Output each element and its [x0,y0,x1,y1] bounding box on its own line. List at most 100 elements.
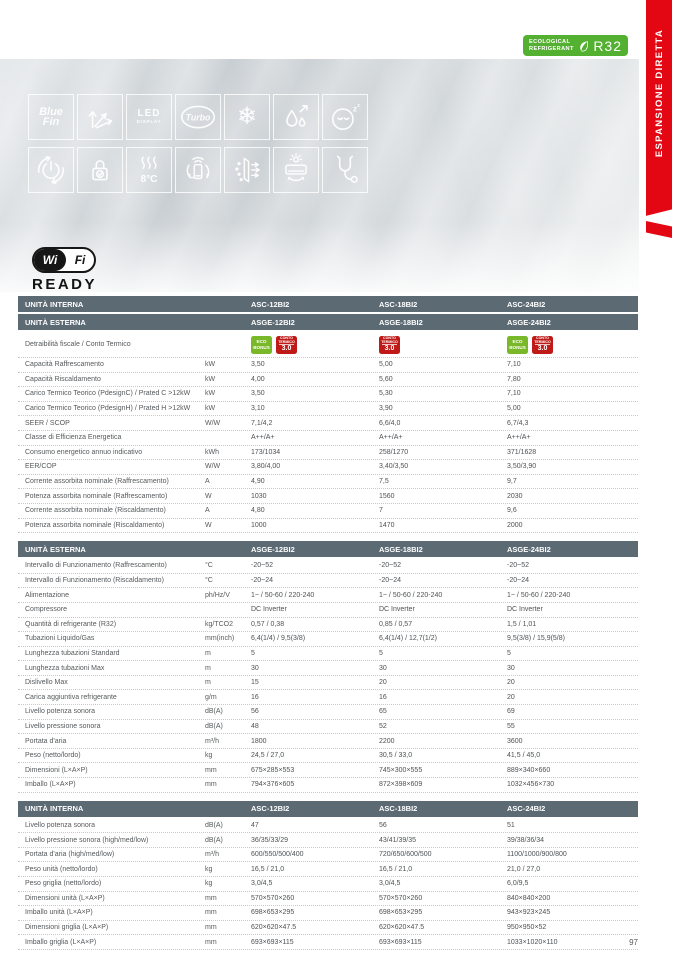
row-label: Carico Termico Teorico (PdesignH) / Prat… [25,405,191,413]
row-value: 950×950×52 [507,924,547,932]
table-row: Detraibilità fiscale / Conto Termico ECO B… [18,332,638,358]
dehumidify-icon [273,94,319,140]
section-title: UNITÀ INTERNA [25,299,84,309]
row-value: A++/A+ [379,434,403,442]
turbo-icon: Turbo [175,94,221,140]
row-label: Peso griglia (netto/lordo) [25,880,102,888]
badge-cell: ECO BONUS CONTO TERMICO 3.0 [251,332,379,357]
child-lock-icon [77,147,123,193]
wifi-pill: Wi Fi [32,247,96,273]
table-row: Imballo unità (L×A×P) mm 698×653×295 698×65… [18,906,638,921]
model-name: ASC-18BI2 [379,299,418,309]
row-unit: m³/h [205,851,219,859]
row-value: 745×300×555 [379,766,423,774]
table-row: Livello potenza sonora dB(A) 47 56 51 [18,819,638,834]
row-unit: m [205,664,211,672]
row-unit: mm [205,781,217,789]
row-value: 15 [251,679,259,687]
row-value: 20 [507,679,515,687]
row-value: 47 [251,821,259,829]
model-name: ASC-12BI2 [251,299,290,309]
table-row: Intervallo di Funzionamento (Raffrescame… [18,559,638,574]
row-unit: kW [205,405,216,413]
row-value: 889×340×660 [507,766,551,774]
row-value: 1~ / 50-60 / 220-240 [251,591,315,599]
row-unit: W [205,492,212,500]
row-value: 570×570×260 [251,894,295,902]
row-value: 5,60 [379,375,393,383]
table-row: Dimensioni unità (L×A×P) mm 570×570×260 570… [18,892,638,907]
row-value: 16,5 / 21,0 [251,865,285,873]
row-unit: g/m [205,693,217,701]
row-value: 3,10 [251,405,265,413]
row-value: 600/550/500/400 [251,851,304,859]
row-value: 20 [379,679,387,687]
row-value: 3,0/4,5 [251,880,273,888]
row-value: 51 [507,821,515,829]
air-purification-icon [224,147,270,193]
row-value: 173/1034 [251,448,281,456]
row-value: 4,80 [251,507,265,515]
row-label: Imballo griglia (L×A×P) [25,938,97,946]
row-label: Dislivello Max [25,679,68,687]
wifi-ready-logo: Wi Fi READY [32,247,97,293]
table-row: Classe di Efficienza Energetica A++/A+ A++… [18,431,638,446]
feature-icon-grid: Blue Fin LED DISPLAY Turbo ❄ [28,94,368,193]
row-value: 7,10 [507,361,521,369]
row-label: Lunghezza tubazioni Standard [25,649,120,657]
row-value: 7,80 [507,375,521,383]
row-label: Peso unità (netto/lordo) [25,865,98,873]
row-value: 9,5(3/8) / 15,9(5/8) [507,635,565,643]
row-unit: kg/TCO2 [205,620,234,628]
row-value: 3,50 [251,361,265,369]
row-value: 7,5 [379,478,389,486]
row-value: 675×285×553 [251,766,295,774]
row-label: Intervallo di Funzionamento (Raffrescame… [25,562,167,570]
row-unit: W/W [205,463,221,471]
row-label: Tubazioni Liquido/Gas [25,635,95,643]
conto-termico-badge: CONTO TERMICO 3.0 [276,335,297,354]
row-value: 16 [251,693,259,701]
row-value: -20~24 [507,577,529,585]
row-value: 24,5 / 27,0 [251,752,285,760]
row-label: Compressore [25,606,68,614]
row-unit: m³/h [205,737,219,745]
row-value: 21,0 / 27,0 [507,865,541,873]
espansione-diretta-ribbon: ESPANSIONE DIRETTA [646,0,672,216]
row-unit: mm [205,924,217,932]
table-row: Portata d'aria (high/med/low) m³/h 600/550… [18,848,638,863]
row-unit: W/W [205,419,221,427]
model-name: ASGE-18BI2 [379,317,423,327]
row-value: 1032×456×730 [507,781,555,789]
row-unit: kWh [205,448,219,456]
row-value: 1470 [379,521,395,529]
table-row: Carico Termico Teorico (PdesignH) / Prat… [18,402,638,417]
section-header-row: UNITÀ ESTERNA ASGE-12BI2 ASGE-18BI2 ASGE-24… [18,541,638,558]
row-unit: dB(A) [205,836,223,844]
badge-line: TERMICO [534,339,551,344]
table-row: Livello pressione sonora (high/med/low) d… [18,833,638,848]
row-value: 3,80/4,00 [251,463,281,471]
row-value: 30 [251,664,259,672]
row-value: 36/35/33/29 [251,836,288,844]
section-title: UNITÀ ESTERNA [25,544,86,554]
row-value: 840×840×200 [507,894,551,902]
model-name: ASC-24BI2 [507,299,546,309]
model-name: ASC-18BI2 [379,804,418,814]
badge-line: TERMICO [381,339,398,344]
section-header-row: UNITÀ ESTERNA ASGE-12BI2 ASGE-18BI2 ASGE-24… [18,314,638,330]
model-name: ASGE-18BI2 [379,544,423,554]
badge-line: CONTO [383,335,396,340]
self-diagnosis-icon [322,147,368,193]
row-value: -20~52 [251,562,273,570]
row-label: Peso (netto/lordo) [25,752,81,760]
row-value: 16 [379,693,387,701]
row-unit: dB(A) [205,722,223,730]
table-row: Quantità di refrigerante (R32) kg/TCO2 0,5… [18,618,638,633]
row-label: Carica aggiuntiva refrigerante [25,693,117,701]
svg-text:8°C: 8°C [141,174,158,185]
row-value: 43/41/39/35 [379,836,416,844]
row-value: 698×653×295 [251,909,295,917]
row-value: 16,5 / 21,0 [379,865,413,873]
row-unit: kW [205,361,216,369]
